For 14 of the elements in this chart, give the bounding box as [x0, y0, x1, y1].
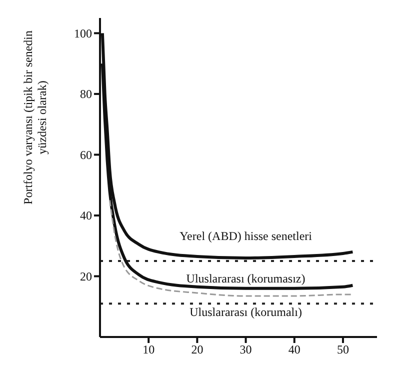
series-label: Uluslararası (korumasız)	[186, 271, 306, 286]
y-tick-label: 100	[74, 26, 92, 40]
x-tick-label: 40	[288, 342, 300, 357]
y-tick-label: 40	[80, 208, 92, 223]
series-label: Uluslararası (korumalı)	[190, 304, 302, 319]
x-tick-label: 30	[240, 342, 252, 357]
x-tick-label: 50	[336, 342, 349, 357]
series-label: Yerel (ABD) hisse senetleri	[180, 229, 313, 244]
x-tick-label: 20	[191, 342, 204, 357]
x-tick-label: 10	[142, 342, 155, 357]
y-tick-label: 60	[80, 148, 92, 162]
y-tick-label: 80	[80, 87, 92, 102]
y-axis-title: Portfolyo varyansı (tipik bir senedin yüzdesi olarak)	[21, 30, 49, 204]
y-tick-label: 20	[80, 270, 92, 284]
